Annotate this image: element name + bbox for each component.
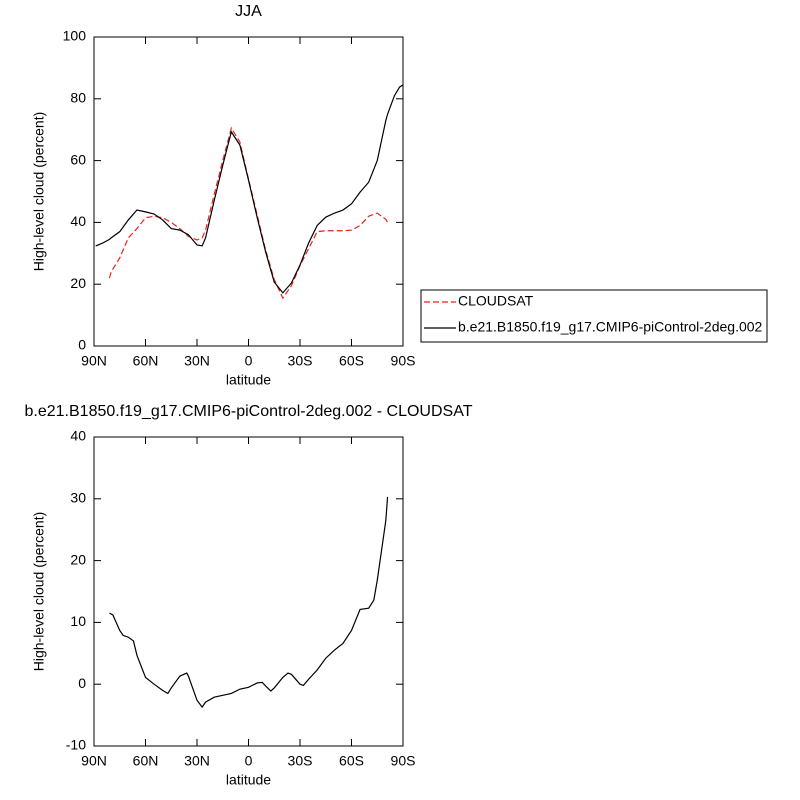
- y-axis-label: High-level cloud (percent): [31, 512, 47, 672]
- chart-title: JJA: [235, 3, 262, 20]
- y-tick-label: 30: [70, 490, 86, 506]
- x-tick-label: 30N: [184, 753, 210, 769]
- plot-frame: [93, 36, 404, 347]
- y-tick-label: 100: [63, 28, 87, 44]
- x-axis-label: latitude: [226, 772, 271, 788]
- y-tick-label: 20: [70, 551, 86, 567]
- y-tick-label: 0: [78, 337, 86, 353]
- y-tick-label: -10: [66, 737, 86, 753]
- x-tick-label: 60N: [133, 753, 159, 769]
- x-tick-label: 30N: [184, 353, 210, 369]
- x-tick-label: 60S: [339, 753, 364, 769]
- x-axis-label: latitude: [226, 372, 271, 388]
- series-line: [95, 84, 404, 294]
- chart-title: b.e21.B1850.f19_g17.CMIP6-piControl-2deg…: [25, 403, 473, 420]
- legend-label: CLOUDSAT: [458, 293, 534, 309]
- x-tick-label: 0: [245, 753, 253, 769]
- x-tick-label: 30S: [288, 353, 313, 369]
- y-tick-label: 60: [70, 151, 86, 167]
- legend-label: b.e21.B1850.f19_g17.CMIP6-piControl-2deg…: [458, 319, 763, 335]
- y-tick-label: 40: [70, 428, 86, 444]
- x-tick-label: 30S: [288, 753, 313, 769]
- y-tick-label: 0: [78, 675, 86, 691]
- y-tick-label: 40: [70, 213, 86, 229]
- plot-frame: [93, 436, 404, 747]
- x-tick-label: 60S: [339, 353, 364, 369]
- y-axis-label: High-level cloud (percent): [31, 112, 47, 272]
- x-tick-label: 90N: [81, 753, 107, 769]
- x-tick-label: 90N: [81, 353, 107, 369]
- y-tick-label: 20: [70, 275, 86, 291]
- y-tick-label: 10: [70, 613, 86, 629]
- x-tick-label: 0: [245, 353, 253, 369]
- x-tick-label: 90S: [391, 353, 416, 369]
- x-tick-label: 90S: [391, 753, 416, 769]
- y-tick-label: 80: [70, 90, 86, 106]
- x-tick-label: 60N: [133, 353, 159, 369]
- legend-box: [420, 289, 768, 343]
- series-line: [109, 496, 389, 709]
